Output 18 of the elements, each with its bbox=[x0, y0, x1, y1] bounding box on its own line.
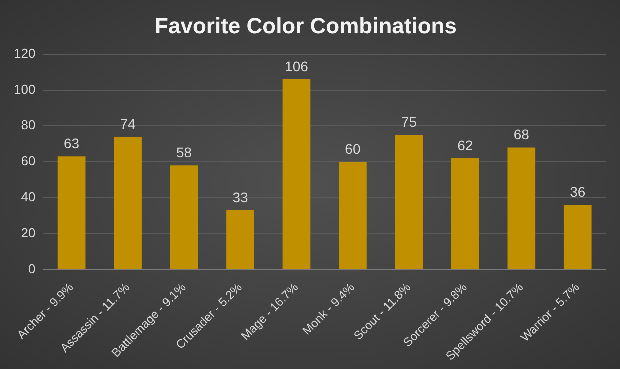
data-label: 33 bbox=[232, 189, 248, 206]
data-label: 63 bbox=[64, 136, 80, 152]
data-label: 106 bbox=[285, 58, 309, 74]
y-tick-label: 120 bbox=[14, 46, 36, 61]
data-label: 75 bbox=[401, 114, 418, 130]
y-tick-label: 20 bbox=[21, 225, 36, 240]
data-label: 74 bbox=[120, 116, 136, 132]
data-label: 60 bbox=[345, 140, 361, 157]
data-label: 58 bbox=[176, 144, 192, 161]
data-label: 36 bbox=[570, 184, 586, 200]
data-label: 68 bbox=[514, 126, 530, 143]
y-tick-label: 60 bbox=[21, 154, 36, 169]
chart-title: Favorite Color Combinations bbox=[155, 13, 457, 38]
y-tick-label: 40 bbox=[21, 190, 36, 205]
y-tick-label: 100 bbox=[14, 82, 36, 97]
data-label: 62 bbox=[458, 137, 474, 154]
y-tick-label: 0 bbox=[28, 261, 36, 276]
y-tick-label: 80 bbox=[21, 118, 36, 133]
